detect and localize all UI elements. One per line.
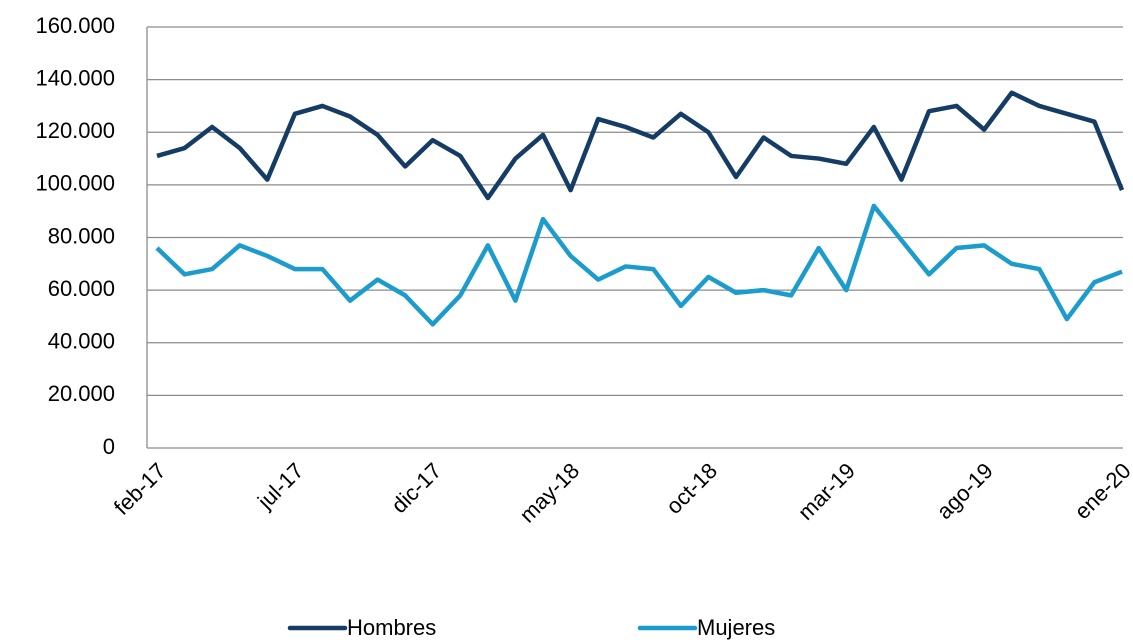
y-tick-label: 140.000 — [35, 65, 115, 90]
x-tick-label: feb-17 — [109, 458, 171, 520]
y-tick-label: 20.000 — [48, 381, 115, 406]
x-tick-label: oct-18 — [661, 458, 722, 519]
y-tick-label: 160.000 — [35, 13, 115, 38]
y-tick-label: 100.000 — [35, 171, 115, 196]
x-tick-label: jul-17 — [252, 458, 308, 514]
x-tick-label: ago-19 — [932, 458, 998, 524]
y-tick-label: 60.000 — [48, 276, 115, 301]
y-tick-label: 0 — [103, 434, 115, 459]
x-tick-label: dic-17 — [386, 458, 446, 518]
y-tick-label: 120.000 — [35, 118, 115, 143]
x-tick-label: ene-20 — [1070, 458, 1133, 524]
x-tick-label: may-18 — [515, 458, 585, 528]
x-tick-label: mar-19 — [793, 458, 860, 525]
series-line — [156, 90, 1125, 201]
y-tick-label: 40.000 — [48, 329, 115, 354]
series-line — [155, 203, 1123, 327]
y-tick-label: 80.000 — [48, 223, 115, 248]
legend-label: Hombres — [347, 615, 436, 640]
legend-label: Mujeres — [697, 615, 775, 640]
